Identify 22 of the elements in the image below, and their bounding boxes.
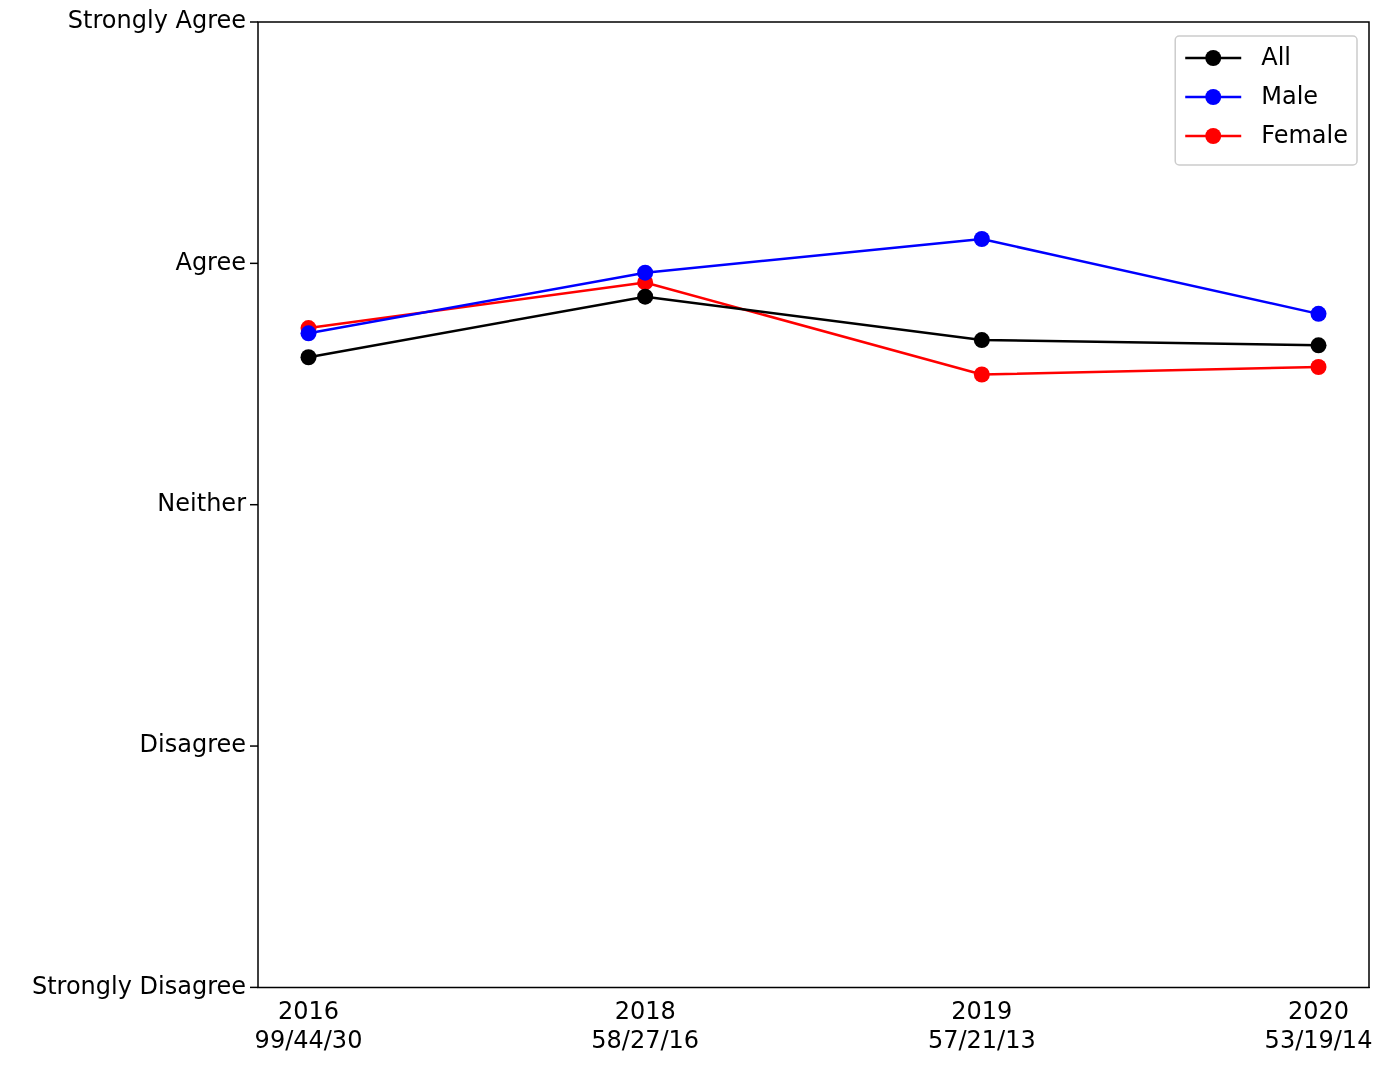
legend-label: All bbox=[1261, 43, 1291, 72]
point bbox=[300, 325, 317, 342]
point bbox=[637, 288, 654, 305]
x-tick-label: 2018 58/27/16 bbox=[591, 997, 700, 1054]
point bbox=[1310, 337, 1327, 354]
x-tick-label: 2019 57/21/13 bbox=[927, 997, 1036, 1054]
text: Disagree bbox=[139, 730, 246, 759]
point bbox=[973, 332, 990, 349]
point bbox=[973, 366, 990, 383]
x-tick-label: 2016 99/44/30 bbox=[254, 997, 363, 1054]
legend-label: Female bbox=[1261, 121, 1348, 150]
x-tick-label: 2020 53/19/14 bbox=[1264, 997, 1373, 1054]
text: Neither bbox=[157, 488, 247, 517]
text: Agree bbox=[175, 247, 246, 276]
legend-label: Male bbox=[1261, 82, 1319, 111]
point bbox=[1310, 359, 1327, 375]
point bbox=[1310, 305, 1327, 322]
text: Strongly Disagree bbox=[31, 971, 246, 1000]
point bbox=[637, 264, 654, 281]
point bbox=[300, 349, 317, 366]
text: Strongly Agree bbox=[67, 6, 246, 35]
point bbox=[973, 231, 990, 248]
